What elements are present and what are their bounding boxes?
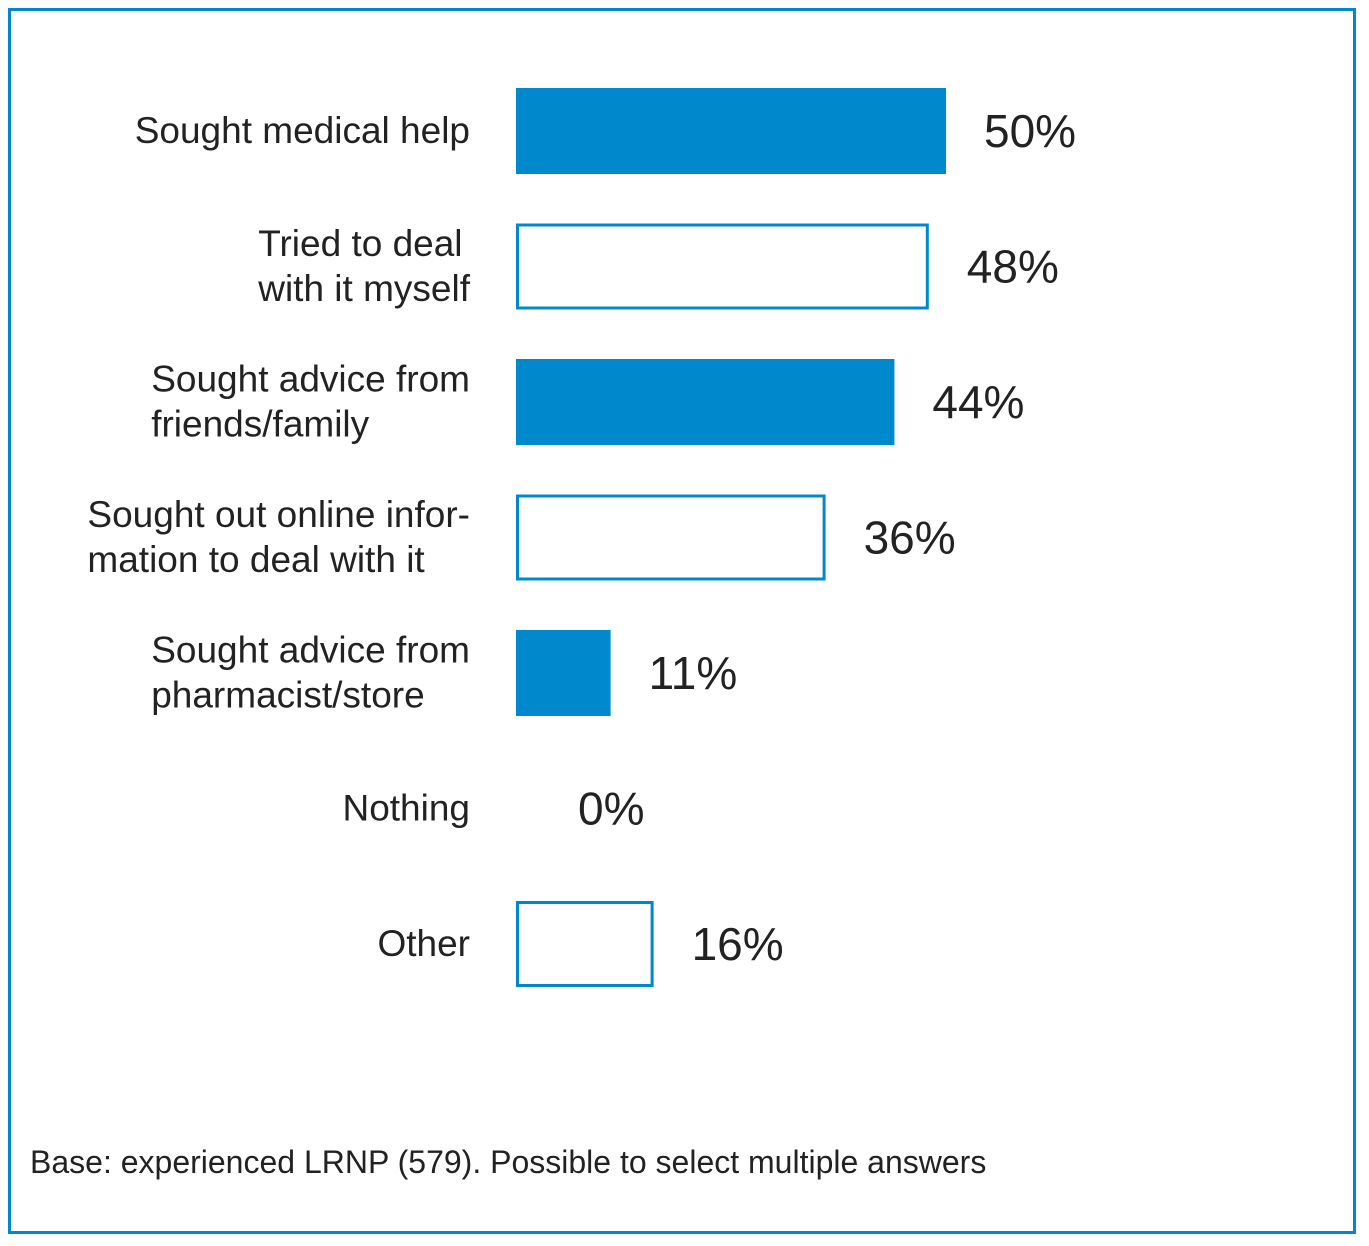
bar-value-label: 16% bbox=[692, 918, 784, 970]
bar bbox=[516, 88, 946, 174]
bar bbox=[516, 901, 654, 987]
bar bbox=[516, 494, 826, 581]
category-label-line: mation to deal with it bbox=[87, 539, 425, 580]
category-label-line: with it myself bbox=[257, 268, 470, 309]
bar bbox=[516, 359, 895, 445]
category-label-line: Sought advice from bbox=[151, 359, 470, 400]
category-label: Sought out online infor-mation to deal w… bbox=[87, 494, 470, 580]
category-label: Sought advice from pharmacist/store bbox=[151, 630, 470, 716]
bar-value-label: 44% bbox=[932, 376, 1024, 428]
category-label: Sought medical help bbox=[135, 110, 470, 151]
category-label-line: Sought out online infor- bbox=[87, 494, 470, 535]
category-label: Tried to deal with it myself bbox=[257, 223, 470, 309]
category-label: Other bbox=[377, 923, 470, 964]
bar-value-label: 36% bbox=[864, 512, 956, 564]
category-label-line: friends/family bbox=[151, 404, 369, 445]
bar-value-label: 0% bbox=[578, 783, 644, 835]
bar-value-label: 48% bbox=[967, 241, 1059, 293]
bar-value-label: 50% bbox=[984, 105, 1076, 157]
category-label-line: pharmacist/store bbox=[151, 675, 425, 716]
category-label: Sought advice from friends/family bbox=[151, 359, 470, 445]
category-label-line: Sought advice from bbox=[151, 630, 470, 671]
category-label-line: Tried to deal bbox=[258, 223, 462, 264]
bar bbox=[516, 630, 611, 716]
chart-footnote: Base: experienced LRNP (579). Possible t… bbox=[30, 1144, 987, 1180]
bar-value-label: 11% bbox=[649, 647, 738, 699]
chart-frame bbox=[8, 8, 1356, 1234]
category-label: Nothing bbox=[342, 788, 470, 829]
bar bbox=[516, 223, 929, 310]
